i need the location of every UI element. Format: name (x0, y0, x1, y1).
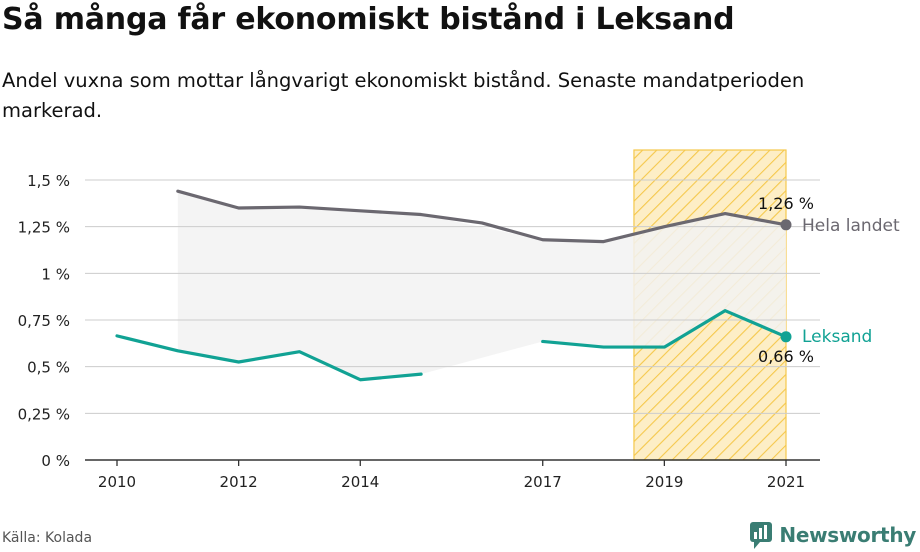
source-note: Källa: Kolada (2, 530, 93, 546)
brand-name: Newsworthy (779, 523, 916, 547)
x-tick-label: 2010 (98, 473, 136, 491)
series-endpoint-hela-landet (780, 219, 792, 231)
chart-title: Så många får ekonomiskt bistånd i Leksan… (2, 2, 735, 37)
chart-subtitle: Andel vuxna som mottar långvarigt ekonom… (2, 69, 805, 122)
value-label-hela-landet: 1,26 % (758, 194, 814, 213)
y-tick-label: 0,25 % (18, 405, 70, 423)
series-line-hela-landet (176, 189, 788, 244)
x-tick-label: 2012 (220, 473, 258, 491)
series-label-leksand: Leksand (802, 327, 872, 347)
range-band (177, 191, 786, 380)
x-tick-label: 2019 (645, 473, 683, 491)
value-label-leksand: 0,66 % (758, 347, 814, 366)
y-tick-label: 1 % (41, 265, 70, 283)
series-label-hela-landet: Hela landet (802, 216, 900, 236)
y-tick-label: 0,75 % (18, 312, 70, 330)
y-tick-label: 1,5 % (27, 172, 70, 190)
brand-logo-group: Newsworthy (749, 520, 916, 550)
x-tick-label: 2021 (767, 473, 805, 491)
x-tick-label: 2014 (341, 473, 379, 491)
newsworthy-logo-icon (750, 522, 773, 549)
x-tick-label: 2017 (524, 473, 562, 491)
series-line-leksand (115, 334, 423, 382)
series-endpoint-leksand (780, 331, 792, 343)
series-line-leksand (541, 309, 788, 349)
y-tick-label: 0 % (41, 452, 70, 470)
y-tick-label: 0,5 % (27, 359, 70, 377)
y-tick-label: 1,25 % (18, 219, 70, 237)
